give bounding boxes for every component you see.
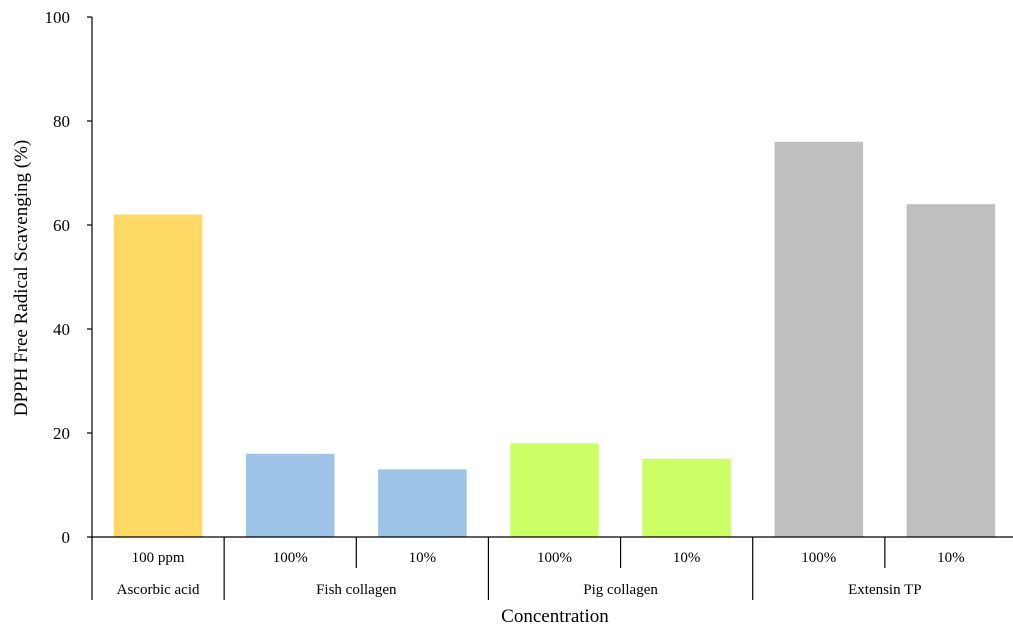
y-tick-label: 40 [53,320,70,339]
bar [245,453,335,537]
group-label: Pig collagen [583,582,658,598]
category-label: 100% [273,550,308,566]
category-label: 10% [937,550,965,566]
bar [113,214,203,537]
category-label: 10% [673,550,701,566]
bar [642,459,731,537]
category-label: 100% [801,550,836,566]
y-tick-label: 0 [62,528,71,547]
bars [113,141,996,538]
y-tick-label: 60 [53,216,70,235]
category-label: 10% [409,550,437,566]
group-label: Extensin TP [848,582,921,598]
bar [774,141,864,538]
category-label: 100% [537,550,572,566]
group-label: Ascorbic acid [117,582,200,598]
y-tick-label: 100 [45,8,71,27]
y-axis: 0 20 40 60 80 100 [45,8,93,547]
x-axis-title: Concentration [501,606,609,624]
bar [378,469,467,537]
y-tick-label: 80 [53,112,70,131]
x-axis: 100 ppm 100% 10% 100% 10% 100% 10% Ascorbic aci… [91,536,1013,600]
y-tick-label: 20 [53,424,70,443]
bar [906,204,996,537]
group-label: Fish collagen [316,582,397,598]
y-axis-title: DPPH Free Radical Scavenging (%) [11,140,32,417]
bar [510,443,599,537]
category-label: 100 ppm [132,550,185,566]
